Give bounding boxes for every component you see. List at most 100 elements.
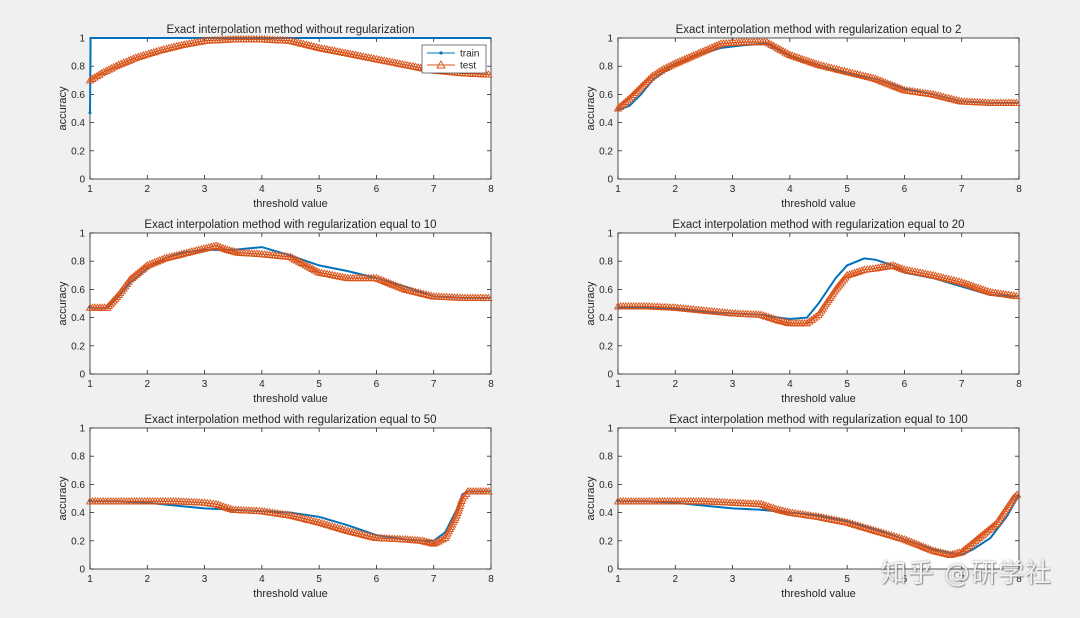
test-marker xyxy=(141,50,151,58)
y-axis-label: accuracy xyxy=(57,281,69,326)
test-marker xyxy=(916,541,926,550)
test-marker xyxy=(787,51,797,59)
test-marker xyxy=(199,244,209,252)
test-marker xyxy=(320,44,329,52)
test-marker xyxy=(206,242,216,250)
x-tick-label: 8 xyxy=(1016,574,1022,585)
test-marker xyxy=(824,62,834,71)
test-marker xyxy=(756,499,766,508)
test-marker xyxy=(129,54,138,62)
test-marker xyxy=(941,549,950,557)
y-tick-label: 0.2 xyxy=(71,536,85,547)
test-marker xyxy=(411,287,420,296)
test-marker xyxy=(900,534,909,543)
test-marker xyxy=(216,501,226,509)
test-marker xyxy=(219,502,228,510)
legend-train-label: train xyxy=(460,49,479,60)
test-marker xyxy=(388,280,398,288)
y-tick-label: 0.4 xyxy=(71,508,85,519)
test-marker xyxy=(827,514,836,523)
test-marker xyxy=(857,266,867,274)
x-tick-label: 1 xyxy=(615,379,621,390)
test-marker xyxy=(771,504,781,513)
test-marker xyxy=(424,538,434,546)
chart-5: Exact interpolation method with regulari… xyxy=(57,414,494,600)
x-tick-label: 4 xyxy=(787,574,793,585)
test-marker xyxy=(921,543,931,551)
x-tick-label: 3 xyxy=(202,184,208,195)
test-marker xyxy=(974,283,983,292)
test-marker xyxy=(797,54,807,63)
x-tick-label: 6 xyxy=(374,379,380,390)
test-marker xyxy=(962,279,971,288)
test-marker xyxy=(301,40,311,48)
test-marker xyxy=(172,41,181,50)
test-marker xyxy=(893,262,902,271)
test-marker xyxy=(876,76,885,84)
y-tick-label: 1 xyxy=(607,229,613,240)
y-tick-label: 0.8 xyxy=(71,452,85,463)
test-marker xyxy=(931,546,940,555)
test-marker xyxy=(157,45,166,54)
test-marker xyxy=(629,90,638,98)
x-axis-label: threshold value xyxy=(253,198,328,210)
test-marker xyxy=(802,56,811,64)
legend-test-label: test xyxy=(460,61,476,72)
test-marker xyxy=(928,546,938,554)
test-marker xyxy=(333,47,342,55)
test-marker xyxy=(291,37,300,46)
test-marker xyxy=(909,538,919,547)
y-tick-label: 0 xyxy=(79,565,85,576)
test-marker xyxy=(325,45,334,53)
test-marker xyxy=(814,60,823,68)
test-marker xyxy=(881,78,890,86)
series-test-markers xyxy=(85,486,493,547)
chart-4: Exact interpolation method with regulari… xyxy=(585,219,1022,405)
y-tick-label: 0.2 xyxy=(71,341,85,352)
test-marker xyxy=(878,77,888,85)
x-tick-label: 5 xyxy=(316,379,322,390)
test-marker xyxy=(179,249,189,257)
test-marker xyxy=(954,96,964,104)
x-tick-label: 7 xyxy=(959,184,965,195)
x-tick-label: 6 xyxy=(374,184,380,195)
test-marker xyxy=(883,79,892,87)
test-marker xyxy=(902,535,912,544)
test-marker xyxy=(396,283,405,291)
test-marker xyxy=(104,301,114,309)
test-marker xyxy=(1009,494,1018,502)
test-marker xyxy=(303,262,313,270)
test-marker xyxy=(888,81,897,89)
test-marker xyxy=(837,66,847,74)
x-tick-label: 2 xyxy=(145,184,151,195)
test-marker xyxy=(377,55,386,64)
test-marker xyxy=(907,266,917,275)
x-tick-label: 7 xyxy=(959,379,965,390)
test-marker xyxy=(379,56,389,64)
y-tick-label: 0.8 xyxy=(599,62,613,73)
test-marker xyxy=(288,511,298,520)
test-marker xyxy=(308,264,317,272)
test-marker xyxy=(814,512,823,520)
test-marker xyxy=(187,247,196,255)
test-marker xyxy=(642,77,651,85)
test-marker xyxy=(338,272,347,281)
y-tick-label: 0.6 xyxy=(599,285,613,296)
test-marker xyxy=(182,39,191,48)
test-marker xyxy=(816,512,826,521)
test-marker xyxy=(837,516,847,525)
test-marker xyxy=(819,61,828,70)
y-tick-label: 0.2 xyxy=(599,341,613,352)
test-marker xyxy=(623,95,632,104)
test-marker xyxy=(923,269,933,278)
x-tick-label: 3 xyxy=(730,574,736,585)
y-tick-label: 0.8 xyxy=(599,452,613,463)
x-tick-label: 4 xyxy=(787,184,793,195)
test-marker xyxy=(926,545,935,553)
test-marker xyxy=(353,529,363,537)
test-marker xyxy=(936,548,945,556)
chart-title: Exact interpolation method with regulari… xyxy=(144,219,436,231)
y-tick-label: 0.8 xyxy=(71,257,85,268)
test-marker xyxy=(325,270,334,278)
test-marker xyxy=(391,281,400,289)
